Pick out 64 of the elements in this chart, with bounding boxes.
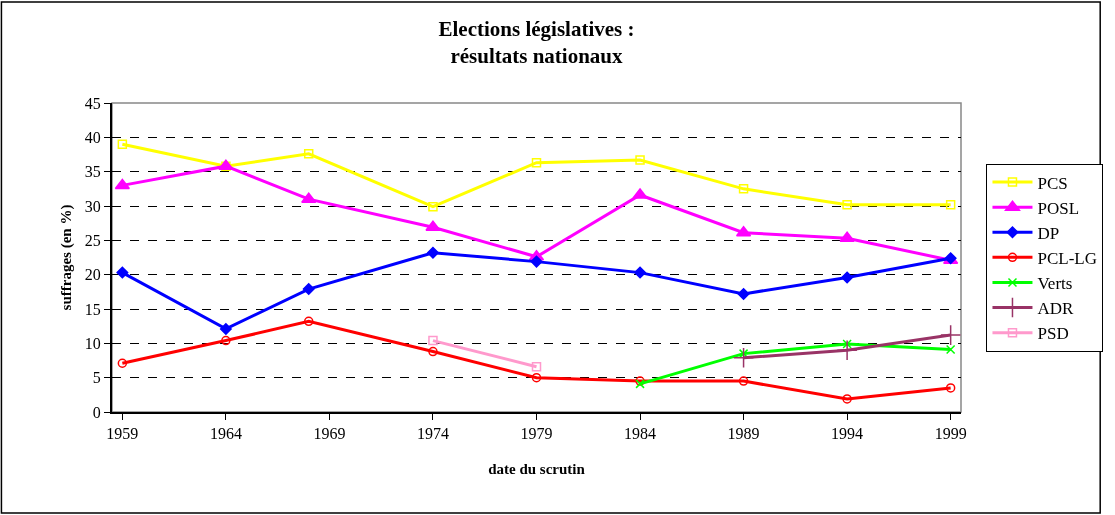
point [219,322,232,335]
point [733,347,755,369]
x-tick-label: 1969 [313,425,346,443]
point [839,231,855,243]
y-tick-label: 40 [84,128,101,146]
x-tick-label: 1994 [831,425,864,443]
y-tick-label: 25 [84,231,101,249]
point [738,376,749,386]
point [117,358,128,368]
point [303,316,314,327]
point [635,155,645,165]
x-tick-label: 1979 [520,425,553,443]
point [634,266,646,279]
legend-label: PCS [1037,173,1068,193]
x-tick-label: 1959 [106,425,139,443]
point [114,178,131,190]
x-axis-title: date du scrutin [488,460,586,477]
y-tick-label: 0 [92,403,101,421]
point [117,139,128,149]
point [302,283,315,296]
y-tick-label: 15 [84,300,101,318]
legend-label: Verts [1037,274,1073,294]
point [428,201,438,212]
point [945,344,956,355]
point [842,339,852,349]
point [116,266,129,279]
point [303,149,314,159]
point [945,383,956,393]
y-tick-label: 5 [92,369,101,387]
y-tick-label: 20 [84,266,101,284]
point [945,199,956,210]
legend-label: PSD [1037,324,1069,344]
point [425,220,441,232]
point [738,348,749,359]
point [427,246,439,259]
point [842,199,852,210]
point [738,184,749,194]
point [737,287,750,300]
y-tick-label: 30 [84,197,101,215]
legend-label: PCL-LG [1037,248,1097,268]
y-tick-label: 35 [84,163,101,181]
x-tick-label: 1984 [624,425,657,443]
legend-label: ADR [1037,299,1075,319]
point [531,372,542,383]
point [428,335,438,346]
y-tick-label: 45 [84,94,101,112]
point [428,346,438,357]
point [842,394,852,404]
point [221,335,231,346]
point [940,324,961,346]
x-tick-label: 1964 [209,425,242,443]
point [836,339,858,361]
point [531,157,542,168]
x-tick-label: 1974 [416,425,449,443]
legend-label: POSL [1037,198,1080,218]
x-tick-label: 1989 [727,425,760,443]
legend-label: DP [1037,223,1060,243]
x-tick-label: 1999 [934,425,967,443]
point [530,255,543,268]
y-tick-label: 10 [84,334,101,352]
point [841,271,854,284]
chart-title: Elections législatives : résultats nationaux [438,17,635,69]
point [531,361,542,372]
y-axis-title: suffrages (en %) [57,204,75,311]
